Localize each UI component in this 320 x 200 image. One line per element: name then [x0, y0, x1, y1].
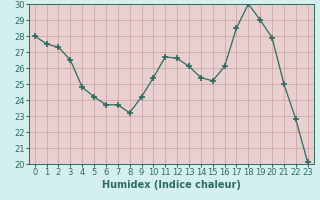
X-axis label: Humidex (Indice chaleur): Humidex (Indice chaleur): [102, 180, 241, 190]
